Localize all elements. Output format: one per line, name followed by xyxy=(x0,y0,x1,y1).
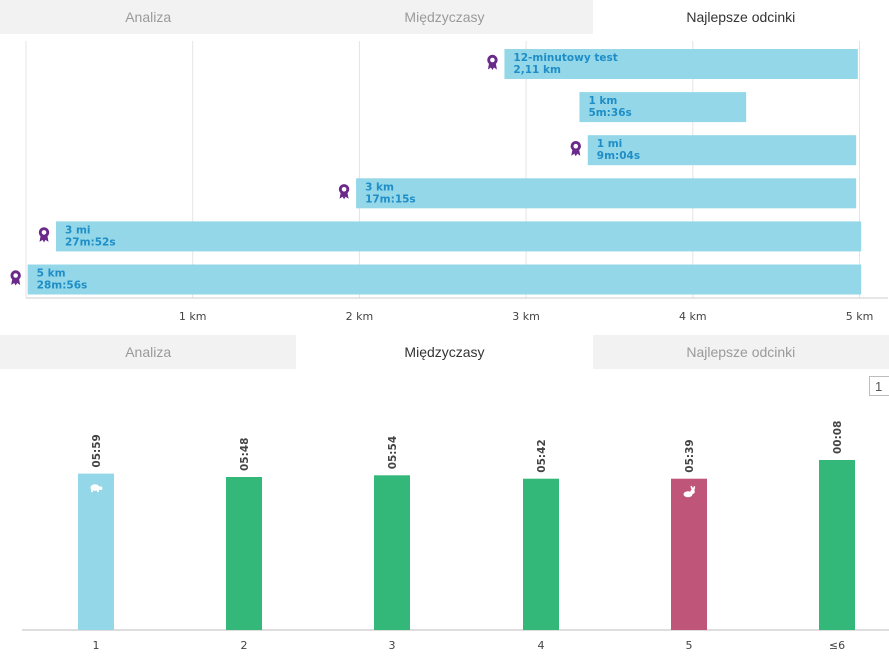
split-bar xyxy=(671,478,707,630)
x-tick-label: 2 xyxy=(241,639,248,652)
award-icon xyxy=(10,270,21,286)
page-indicator[interactable]: 1 xyxy=(869,376,889,396)
split-value-label: 00:08 xyxy=(832,421,844,454)
segment-value: 28m:56s xyxy=(37,280,88,292)
best-segments-chart: 1 km 2 km 3 km 4 km 5 km 12-minutowy test2,11… xyxy=(10,41,888,323)
tab-miedzyczasy-top[interactable]: Międzyczasy xyxy=(296,0,593,34)
segment-value: 27m:52s xyxy=(65,236,116,248)
x-tick-label: 5 xyxy=(686,639,693,652)
split-value-label: 05:59 xyxy=(91,434,103,467)
x-tick-label: 5 km xyxy=(846,310,874,323)
x-tick-label: 3 xyxy=(389,639,396,652)
bottom-tab-bar: Analiza Międzyczasy Najlepsze odcinki xyxy=(0,335,889,369)
segment-bar xyxy=(504,49,858,79)
rabbit-icon xyxy=(683,485,696,498)
x-tick-label: ≤6 xyxy=(829,639,845,652)
award-icon xyxy=(570,141,581,157)
segment-name: 1 mi xyxy=(597,138,623,150)
segment-name: 1 km xyxy=(588,95,617,107)
x-tick-label: 4 xyxy=(538,639,545,652)
top-tab-bar: Analiza Międzyczasy Najlepsze odcinki xyxy=(0,0,889,34)
segment-bar xyxy=(56,221,862,252)
segment-bar xyxy=(27,264,862,295)
tab-miedzyczasy-bottom[interactable]: Międzyczasy xyxy=(296,335,593,369)
segment-name: 12-minutowy test xyxy=(513,52,617,64)
tab-analiza-bottom[interactable]: Analiza xyxy=(0,335,297,369)
split-value-label: 05:48 xyxy=(239,438,251,471)
split-bar xyxy=(226,477,262,630)
award-icon xyxy=(38,227,50,243)
best-segments-panel: 1 km 2 km 3 km 4 km 5 km 12-minutowy test 2,11… xyxy=(0,34,889,335)
x-tick-label: 3 km xyxy=(512,310,540,323)
splits-chart: 05:59 1 05:48 2 05:54 3 05:42 4 05:39 5 00:08 ≤6 xyxy=(22,421,889,652)
award-icon xyxy=(487,54,498,70)
x-tick-label: 2 km xyxy=(346,310,374,323)
x-tick-label: 4 km xyxy=(679,310,707,323)
segment-value: 2,11 km xyxy=(513,64,561,76)
x-tick-label: 1 km xyxy=(179,310,207,323)
segment-bar xyxy=(356,178,857,209)
split-bar xyxy=(523,478,559,630)
split-bar xyxy=(78,473,114,630)
tab-najlepsze-odcinki-top[interactable]: Najlepsze odcinki xyxy=(592,0,889,34)
tab-analiza-top[interactable]: Analiza xyxy=(0,0,297,34)
segment-name: 3 mi xyxy=(65,224,91,236)
split-value-label: 05:39 xyxy=(684,439,696,472)
turtle-icon xyxy=(90,484,103,493)
segment-value: 5m:36s xyxy=(588,107,631,119)
segment-value: 17m:15s xyxy=(365,193,416,205)
segment-name: 5 km xyxy=(37,268,66,280)
split-bar xyxy=(374,475,410,630)
award-icon xyxy=(338,184,350,200)
split-bar xyxy=(819,460,855,630)
segment-bar xyxy=(579,92,747,123)
split-value-label: 05:42 xyxy=(536,439,548,472)
segment-bar xyxy=(587,135,857,166)
split-value-label: 05:54 xyxy=(387,436,399,469)
x-tick-label: 1 xyxy=(93,639,100,652)
tab-najlepsze-odcinki-bottom[interactable]: Najlepsze odcinki xyxy=(592,335,889,369)
splits-panel: 05:59 1 05:48 2 05:54 3 05:42 4 05:39 5 00:08 ≤6 xyxy=(0,369,889,667)
segment-value: 9m:04s xyxy=(597,150,640,162)
segment-name: 3 km xyxy=(365,181,394,193)
